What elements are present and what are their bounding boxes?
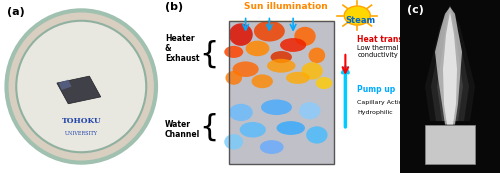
Polygon shape	[57, 76, 101, 104]
Ellipse shape	[276, 121, 305, 135]
Ellipse shape	[302, 62, 323, 80]
Ellipse shape	[280, 38, 306, 52]
Text: Pump up: Pump up	[357, 85, 396, 94]
Ellipse shape	[267, 59, 296, 73]
Ellipse shape	[286, 72, 310, 84]
Bar	[229, 21, 334, 164]
Ellipse shape	[308, 48, 325, 63]
Polygon shape	[431, 5, 469, 121]
Ellipse shape	[229, 23, 253, 46]
Bar	[425, 125, 475, 164]
Ellipse shape	[261, 99, 292, 115]
Text: Capillary Action: Capillary Action	[357, 100, 407, 104]
Polygon shape	[443, 12, 457, 125]
Ellipse shape	[6, 10, 156, 163]
Ellipse shape	[229, 104, 253, 121]
Ellipse shape	[306, 126, 328, 144]
Ellipse shape	[316, 77, 332, 89]
Polygon shape	[229, 21, 334, 57]
Ellipse shape	[16, 21, 146, 152]
Polygon shape	[435, 7, 462, 125]
Ellipse shape	[240, 122, 266, 138]
Text: Heater
&
Exhaust: Heater & Exhaust	[165, 34, 200, 63]
Text: UNIVERSITY: UNIVERSITY	[65, 131, 98, 136]
Text: TOHOKU: TOHOKU	[62, 117, 101, 125]
Ellipse shape	[299, 102, 320, 119]
Text: (b): (b)	[165, 2, 183, 12]
Ellipse shape	[246, 41, 270, 56]
Ellipse shape	[224, 134, 243, 150]
Bar	[229, 21, 334, 164]
Ellipse shape	[254, 21, 285, 42]
Ellipse shape	[232, 61, 258, 77]
Text: (c): (c)	[407, 5, 424, 15]
Text: Low thermal
conductivity: Low thermal conductivity	[357, 45, 399, 58]
Ellipse shape	[270, 51, 292, 63]
Circle shape	[344, 6, 370, 25]
Text: Steam: Steam	[346, 16, 376, 25]
Text: Water
Channel: Water Channel	[165, 120, 200, 139]
Text: (a): (a)	[6, 7, 24, 17]
Ellipse shape	[260, 140, 283, 154]
Ellipse shape	[224, 46, 243, 58]
Text: {: {	[199, 113, 218, 142]
Text: Sun illumination: Sun illumination	[244, 2, 328, 11]
Ellipse shape	[252, 74, 273, 88]
Text: Hydrophilic: Hydrophilic	[357, 110, 393, 115]
Text: Heat transfer: Heat transfer	[357, 35, 416, 44]
Polygon shape	[425, 5, 475, 121]
Text: {: {	[199, 40, 218, 69]
Polygon shape	[58, 80, 71, 90]
Ellipse shape	[294, 27, 316, 46]
Ellipse shape	[226, 71, 242, 85]
Polygon shape	[437, 5, 463, 121]
